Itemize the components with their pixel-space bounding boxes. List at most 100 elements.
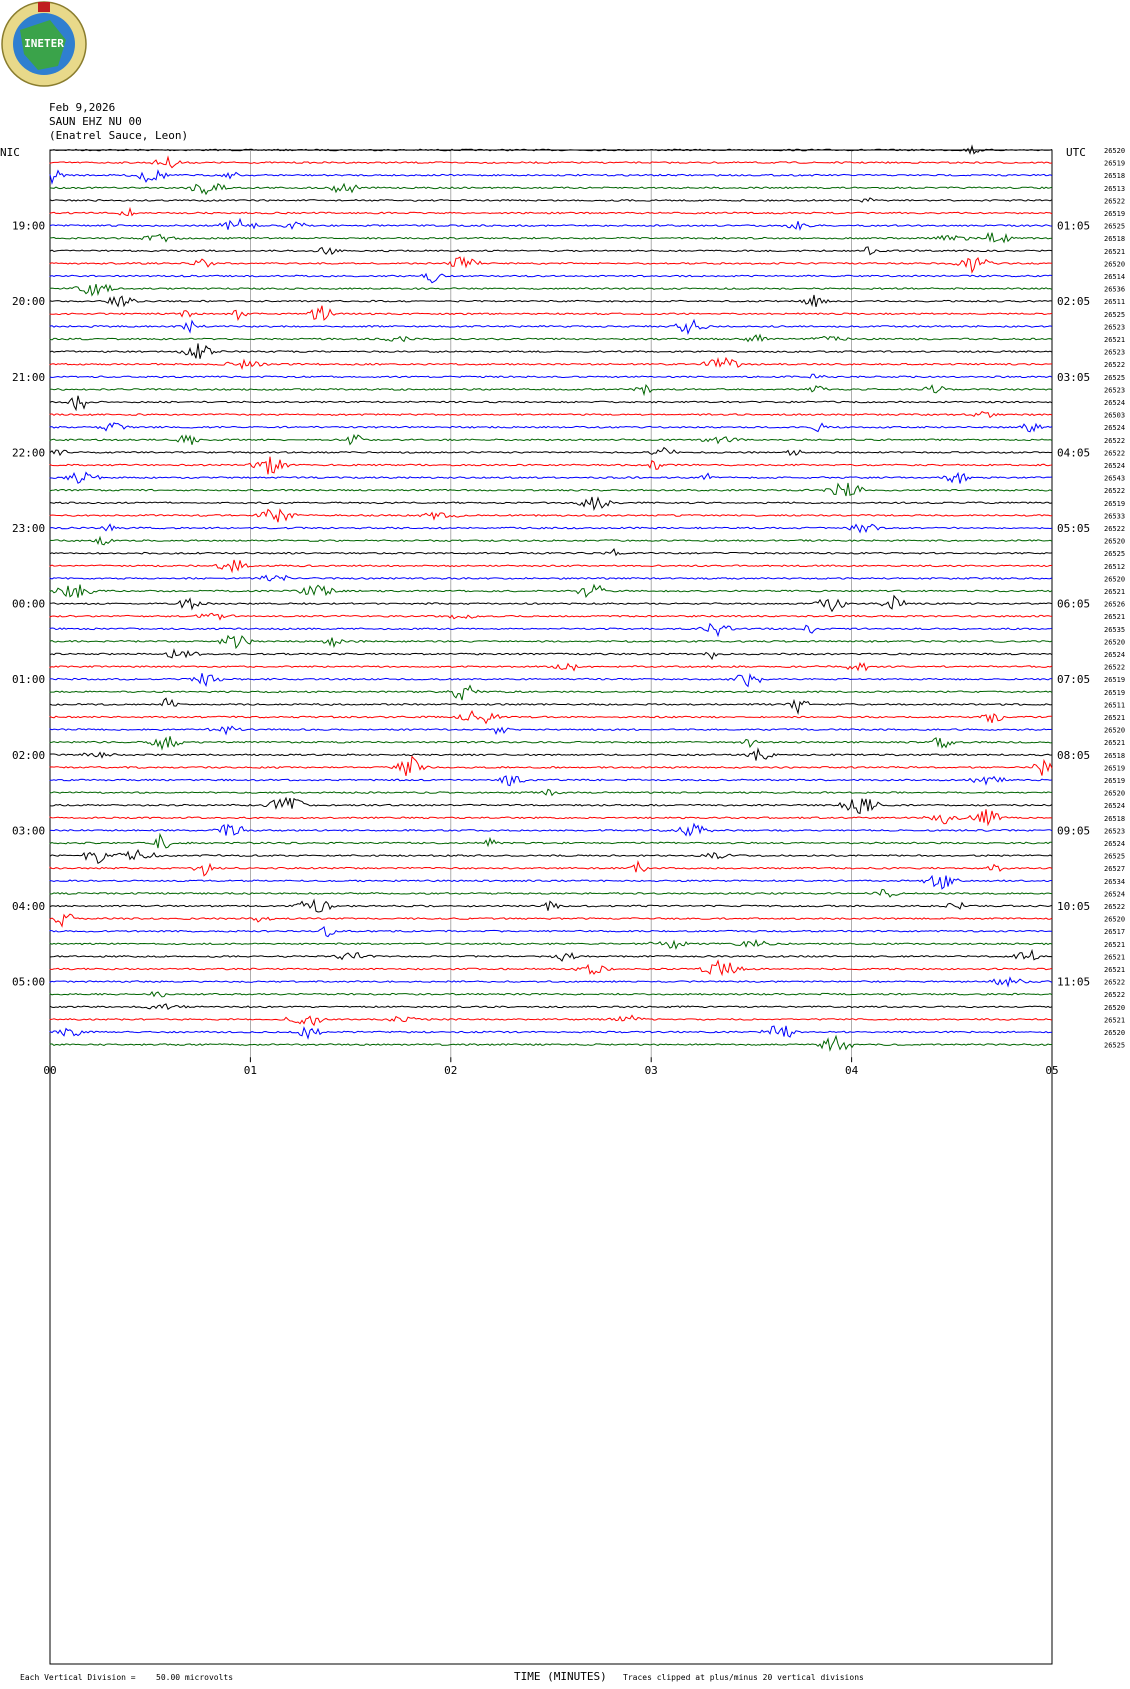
left-hour-label: 04:00: [12, 900, 45, 913]
clip-value: 26519: [1104, 210, 1125, 218]
clip-value: 26520: [1104, 638, 1125, 646]
clip-value: 26520: [1104, 147, 1125, 155]
trace-line: [49, 859, 1053, 877]
clip-value: 26518: [1104, 172, 1125, 180]
left-hour-label: 00:00: [12, 598, 45, 611]
right-hour-label: 11:05: [1057, 976, 1090, 989]
trace-line: [49, 422, 1053, 433]
scale-note: Each Vertical Division =: [20, 1673, 136, 1682]
trace-line: [49, 796, 1053, 815]
clip-value: 26524: [1104, 462, 1125, 470]
clip-note: Traces clipped at plus/minus 20 vertical…: [623, 1673, 864, 1682]
trace-line: [49, 283, 1053, 297]
trace-line: [49, 736, 1053, 751]
x-tick-label: 02: [444, 1064, 457, 1077]
clip-value: 26521: [1104, 1016, 1125, 1024]
clip-value: 26520: [1104, 916, 1125, 924]
trace-line: [49, 446, 1053, 457]
clip-value: 26522: [1104, 437, 1125, 445]
clip-value: 26514: [1104, 273, 1125, 281]
trace-line: [49, 169, 1053, 185]
trace-line: [49, 948, 1053, 962]
trace-line: [49, 496, 1053, 512]
clip-value: 26521: [1104, 714, 1125, 722]
trace-line: [49, 333, 1053, 343]
clip-value: 26520: [1104, 790, 1125, 798]
right-hour-label: 08:05: [1057, 749, 1090, 762]
clip-value: 26511: [1104, 701, 1125, 709]
trace-line: [49, 832, 1053, 849]
trace-line: [49, 182, 1053, 196]
trace-line: [49, 809, 1053, 827]
x-tick-label: 05: [1045, 1064, 1058, 1077]
x-tick-label: 04: [845, 1064, 859, 1077]
right-hour-label: 04:05: [1057, 446, 1090, 459]
clip-value: 26520: [1104, 538, 1125, 546]
clip-value: 26518: [1104, 752, 1125, 760]
trace-line: [49, 848, 1053, 865]
left-hour-label: 03:00: [12, 824, 45, 837]
trace-line: [49, 672, 1053, 688]
trace-line: [49, 343, 1053, 359]
trace-line: [49, 356, 1053, 371]
clip-value: 26518: [1104, 815, 1125, 823]
trace-line: [49, 471, 1053, 484]
trace-line: [49, 373, 1053, 379]
clip-value: 26523: [1104, 323, 1125, 331]
trace-line: [49, 305, 1053, 322]
clip-value: 26527: [1104, 865, 1125, 873]
clip-value: 26526: [1104, 601, 1125, 609]
trace-line: [49, 206, 1053, 217]
left-hour-label: 21:00: [12, 371, 45, 384]
clip-value: 26522: [1104, 991, 1125, 999]
clip-value: 26533: [1104, 512, 1125, 520]
trace-line: [49, 959, 1053, 977]
trace-line: [49, 594, 1053, 613]
trace-line: [49, 991, 1053, 998]
trace-line: [49, 410, 1053, 419]
x-tick-label: 01: [244, 1064, 257, 1077]
clip-value: 26521: [1104, 248, 1125, 256]
clip-value: 26511: [1104, 298, 1125, 306]
right-hour-label: 03:05: [1057, 371, 1090, 384]
x-tick-label: 03: [645, 1064, 658, 1077]
trace-line: [49, 482, 1053, 497]
right-hour-label: 10:05: [1057, 900, 1090, 913]
trace-line: [49, 648, 1053, 661]
trace-line: [49, 747, 1053, 761]
trace-line: [49, 272, 1053, 284]
clip-value: 26522: [1104, 197, 1125, 205]
trace-line: [49, 710, 1053, 725]
clip-value: 26522: [1104, 664, 1125, 672]
trace-line: [49, 256, 1053, 274]
trace-line: [49, 523, 1053, 534]
clip-value: 26525: [1104, 853, 1125, 861]
trace-line: [49, 395, 1053, 412]
left-hour-label: 05:00: [12, 976, 45, 989]
clip-value: 26520: [1104, 1029, 1125, 1037]
clip-value: 26522: [1104, 979, 1125, 987]
clip-value: 26524: [1104, 840, 1125, 848]
right-hour-label: 02:05: [1057, 295, 1090, 308]
clip-value: 26523: [1104, 827, 1125, 835]
right-hour-label: 05:05: [1057, 522, 1090, 535]
trace-line: [49, 925, 1053, 938]
clip-value: 26524: [1104, 424, 1125, 432]
clip-value: 26535: [1104, 626, 1125, 634]
clip-value: 26536: [1104, 286, 1125, 294]
clip-value: 26521: [1104, 739, 1125, 747]
trace-line: [49, 535, 1053, 546]
x-axis-label: TIME (MINUTES): [514, 1670, 607, 1683]
clip-value: 26522: [1104, 525, 1125, 533]
trace-line: [49, 775, 1053, 787]
clip-value: 26522: [1104, 361, 1125, 369]
trace-line: [49, 583, 1053, 599]
trace-line: [49, 383, 1053, 397]
trace-line: [49, 662, 1053, 672]
clip-value: 26519: [1104, 676, 1125, 684]
trace-line: [49, 155, 1053, 169]
trace-line: [49, 456, 1053, 475]
trace-line: [49, 1034, 1053, 1052]
trace-line: [49, 725, 1053, 736]
ineter-logo: INETER: [1, 1, 87, 87]
